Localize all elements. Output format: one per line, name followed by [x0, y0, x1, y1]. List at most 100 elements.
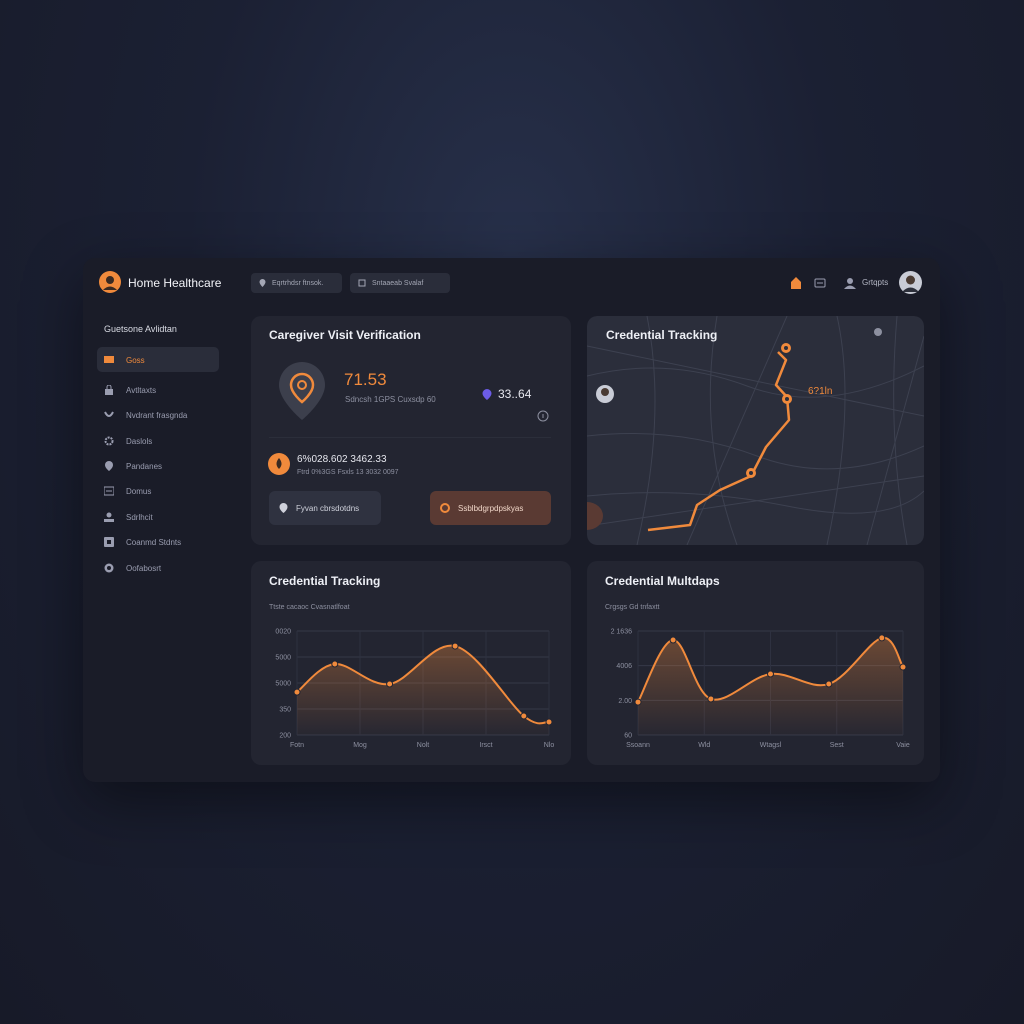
search-text: Eqrtrhdsr ftnsok.: [272, 279, 324, 287]
x-tick-label: Wld: [698, 742, 710, 749]
sidebar-item[interactable]: Oofabosrt: [104, 563, 161, 573]
x-tick-label: Sest: [830, 742, 844, 749]
user-name[interactable]: Grtqpts: [862, 278, 889, 287]
chart: Credential Multdaps Crgsgs Gd tnfaxtt 60 2.…: [605, 574, 910, 749]
user-avatar[interactable]: [899, 271, 922, 294]
item-label: Goss: [126, 355, 145, 365]
record-caption: Ftrd 0%3GS Fsxls 13 3032 0097: [297, 469, 399, 476]
metric-value: 71.53: [344, 370, 387, 389]
x-tick-label: Nolt: [417, 742, 430, 749]
item-icon: [105, 461, 113, 471]
chart-title: Credential Multdaps: [605, 574, 720, 588]
item-icon: [104, 356, 114, 363]
item-icon: [104, 537, 114, 547]
record-value: 6%028.602 3462.33: [297, 454, 387, 465]
sidebar-item[interactable]: Goss: [104, 355, 145, 365]
item-label: Oofabosrt: [126, 563, 162, 573]
app-title: Home Healthcare: [128, 276, 222, 290]
sidebar-item[interactable]: Coanmd Stdnts: [104, 537, 181, 547]
y-tick-label: 4006: [616, 663, 632, 670]
sidebar-item[interactable]: Sdrlhcit: [104, 512, 153, 522]
data-point: [331, 660, 339, 668]
data-point: [767, 670, 774, 678]
item-icon: [104, 486, 114, 496]
map-card: [587, 316, 924, 545]
divider: [269, 437, 551, 438]
y-tick-label: 350: [279, 707, 291, 714]
y-tick-label: 0020: [275, 629, 291, 636]
data-point: [825, 680, 833, 688]
search-box[interactable]: Eqrtrhdsr ftnsok.: [251, 273, 342, 293]
data-point: [520, 712, 528, 720]
item-icon: [104, 512, 114, 522]
sidebar-item[interactable]: Domus: [104, 486, 151, 496]
search-icon: [259, 279, 266, 287]
sidebar-item[interactable]: Pandanes: [104, 461, 162, 471]
map-title: Credential Tracking: [606, 328, 718, 342]
item-label: Sdrlhcit: [126, 512, 153, 522]
search-box[interactable]: Sntaaeab Svalaf: [350, 273, 450, 293]
x-tick-label: Vaie: [896, 742, 910, 749]
help-icon[interactable]: [537, 410, 549, 422]
sidebar-item[interactable]: Nvdrant frasgnda: [104, 410, 187, 420]
metric-caption: Sdncsh 1GPS Cuxsdp 60: [345, 395, 436, 404]
item-icon: [104, 411, 114, 417]
item-label: Nvdrant frasgnda: [126, 410, 188, 420]
y-tick-label: 2.00: [618, 698, 632, 705]
button[interactable]: Fyvan cbrsdotdns: [269, 491, 381, 525]
item-label: Domus: [126, 486, 152, 496]
button-icon: [440, 503, 450, 513]
area: [297, 645, 549, 735]
map-label: 6?1ln: [808, 386, 833, 397]
active-item-bg: [97, 347, 219, 372]
chart-subtitle: Crgsgs Gd tnfaxtt: [605, 604, 660, 611]
data-point: [899, 663, 907, 671]
y-tick-label: 5000: [275, 655, 291, 662]
x-tick-label: Wtagsl: [760, 742, 782, 749]
data-point: [669, 636, 677, 644]
data-point: [707, 695, 715, 703]
card-title: Caregiver Visit Verification: [269, 328, 421, 342]
header-icons[interactable]: [789, 276, 829, 290]
secondary-icon: [482, 389, 492, 400]
x-tick-label: Ssoann: [626, 742, 650, 749]
sidebar-item[interactable]: Avtltaxts: [104, 385, 156, 395]
button-label: Ssblbdgrpdpskyas: [458, 503, 524, 513]
search-icon: [358, 279, 366, 287]
x-tick-label: Nlo: [544, 742, 555, 749]
chart: Credential Tracking Ttste cacaoc Cvasnatl…: [269, 574, 555, 749]
item-icon: [104, 563, 114, 573]
record-icon: [268, 453, 290, 475]
x-tick-label: Irsct: [479, 742, 492, 749]
data-point: [293, 688, 301, 696]
y-tick-label: 200: [279, 733, 291, 740]
y-tick-label: 5000: [275, 681, 291, 688]
item-label: Coanmd Stdnts: [126, 537, 182, 547]
button-icon: [279, 503, 288, 513]
data-point: [878, 634, 886, 642]
location-pin: [279, 362, 325, 420]
y-tick-label: 60: [624, 733, 632, 740]
secondary-value: 33..64: [498, 387, 532, 401]
logo-avatar: [99, 271, 121, 293]
item-label: Daslols: [126, 436, 153, 446]
search-text: Sntaaeab Svalaf: [372, 279, 424, 287]
item-icon: [105, 385, 113, 395]
chart-subtitle: Ttste cacaoc Cvasnatlfoat: [269, 604, 350, 611]
chart-title: Credential Tracking: [269, 574, 380, 588]
x-tick-label: Fotn: [290, 742, 304, 749]
sidebar-title: Guetsone Avlidtan: [104, 324, 177, 334]
y-tick-label: 2 1636: [611, 629, 633, 636]
x-tick-label: Mog: [353, 742, 367, 749]
item-label: Avtltaxts: [126, 385, 157, 395]
sidebar-item[interactable]: Daslols: [104, 436, 152, 446]
data-point: [451, 642, 459, 650]
button-label: Fyvan cbrsdotdns: [296, 503, 360, 513]
item-label: Pandanes: [126, 461, 163, 471]
button[interactable]: Ssblbdgrpdpskyas: [430, 491, 551, 525]
data-point: [634, 698, 642, 706]
user-icon: [844, 278, 856, 289]
item-icon: [104, 436, 114, 446]
area: [638, 637, 903, 735]
